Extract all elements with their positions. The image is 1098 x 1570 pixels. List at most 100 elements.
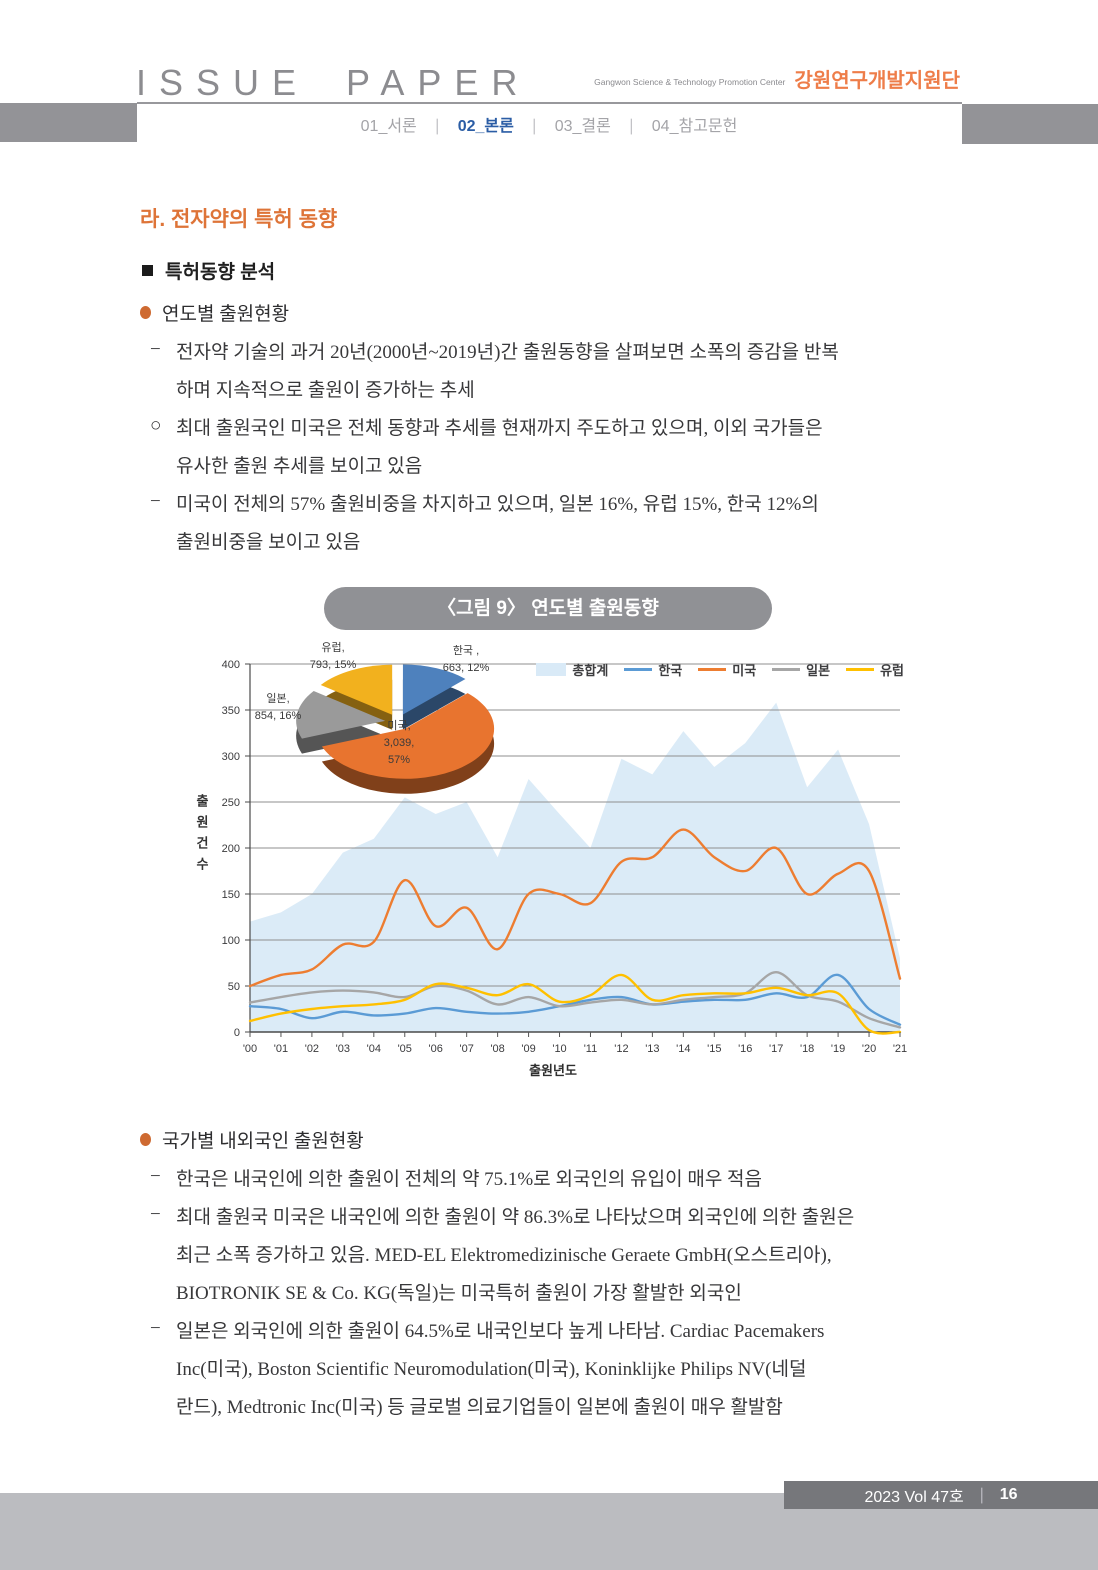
subsection-heading: 특허동향 분석: [142, 257, 275, 284]
svg-text:'17: '17: [769, 1043, 783, 1055]
svg-text:'11: '11: [584, 1043, 598, 1055]
line-text: 란드), Medtronic Inc(미국) 등 글로벌 의료기업들이 일본에 …: [176, 1396, 783, 1418]
figure-caption-pill: 〈그림 9〉 연도별 출원동향: [324, 587, 772, 630]
paragraph-yearly-trend: − 전자약 기술의 과거 20년(2000년~2019년)간 출원동향을 살펴보…: [150, 331, 1012, 559]
svg-text:'13: '13: [645, 1043, 659, 1055]
text-line: 하며 지속적으로 출원이 증가하는 추세: [150, 369, 1012, 407]
figure-caption: 〈그림 9〉 연도별 출원동향: [437, 598, 659, 619]
legend-label: 총합계: [572, 663, 609, 678]
nav-item-body: 02_본론: [457, 118, 514, 135]
circle-bullet-icon: [140, 1133, 151, 1146]
bullet-by-country: 국가별 내외국인 출원현황: [140, 1126, 364, 1153]
text-line: − 일본은 외국인에 의한 출원이 64.5%로 내국인보다 높게 나타남. C…: [150, 1310, 1012, 1348]
line-text: 전자약 기술의 과거 20년(2000년~2019년)간 출원동향을 살펴보면 …: [176, 341, 839, 363]
line-marker: −: [150, 491, 161, 512]
text-line: ○ 최대 출원국인 미국은 전체 동향과 추세를 현재까지 주도하고 있으며, …: [150, 407, 1012, 445]
header-rule: [137, 102, 962, 104]
line-text: 최대 출원국 미국은 내국인에 의한 출원이 약 86.3%로 나타났으며 외국…: [176, 1206, 855, 1228]
text-line: − 한국은 내국인에 의한 출원이 전체의 약 75.1%로 외국인의 유입이 …: [150, 1158, 1012, 1196]
header-right-bar: [962, 104, 1098, 144]
footer-page-number: 16: [999, 1486, 1018, 1503]
nav-separator: ∣: [627, 118, 636, 135]
svg-text:'15: '15: [707, 1043, 721, 1055]
line-text: BIOTRONIK SE & Co. KG(독일)는 미국특허 출원이 가장 활…: [176, 1282, 742, 1304]
section-title: 라. 전자약의 특허 동향: [140, 208, 338, 231]
pie-label-usa: 미국, 3,039, 57%: [383, 720, 415, 767]
legend-swatch: [846, 668, 875, 671]
trend-chart: 0 50 100 150 200 250 300 350 400 '00 '01 '02 '03 '04 '…: [188, 642, 918, 1121]
line-marker: −: [150, 1204, 161, 1225]
pie-label-japan: 일본, 854, 16%: [254, 693, 302, 723]
svg-text:'03: '03: [336, 1043, 350, 1055]
svg-text:'21: '21: [893, 1043, 907, 1055]
line-text: 일본은 외국인에 의한 출원이 64.5%로 내국인보다 높게 나타남. Car…: [176, 1320, 825, 1342]
footer-separator: ∣: [977, 1487, 986, 1504]
svg-text:350: 350: [222, 705, 240, 717]
legend-item-총합계: 총합계: [536, 660, 608, 679]
header-left-bar: [0, 103, 137, 142]
legend-item-일본: 일본: [772, 660, 830, 679]
bullet-label: 연도별 출원현황: [162, 304, 290, 325]
header-org: Gangwon Science & Technology Promotion C…: [594, 64, 960, 93]
svg-text:'10: '10: [552, 1043, 566, 1055]
line-text: 최대 출원국인 미국은 전체 동향과 추세를 현재까지 주도하고 있으며, 이외…: [176, 417, 823, 439]
text-line: 유사한 출원 추세를 보이고 있음: [150, 445, 1012, 483]
org-name-kr: 강원연구개발지원단: [794, 70, 960, 92]
legend-swatch: [772, 668, 801, 671]
svg-text:300: 300: [222, 751, 240, 763]
line-chart-svg: 0 50 100 150 200 250 300 350 400 '00 '01 '02 '03 '04 '…: [222, 659, 908, 1055]
svg-text:'20: '20: [862, 1043, 876, 1055]
svg-text:50: 50: [228, 981, 240, 993]
svg-text:'16: '16: [738, 1043, 752, 1055]
legend-label: 미국: [732, 663, 757, 678]
svg-text:'04: '04: [367, 1043, 381, 1055]
legend-swatch: [624, 668, 653, 671]
y-axis-title: 출원건수: [194, 794, 209, 878]
svg-text:'08: '08: [490, 1043, 504, 1055]
legend-item-한국: 한국: [624, 660, 682, 679]
square-bullet-icon: [142, 265, 153, 276]
text-line: 최근 소폭 증가하고 있음. MED-EL Elektromedizinisch…: [150, 1234, 1012, 1272]
legend-label: 한국: [658, 663, 683, 678]
org-name-en: Gangwon Science & Technology Promotion C…: [594, 77, 786, 87]
x-axis-title: 출원년도: [529, 1063, 577, 1078]
line-text: 미국이 전체의 57% 출원비중을 차지하고 있으며, 일본 16%, 유럽 1…: [176, 493, 819, 515]
svg-text:'00: '00: [243, 1043, 257, 1055]
line-text: 최근 소폭 증가하고 있음. MED-EL Elektromedizinisch…: [176, 1244, 832, 1266]
svg-text:'14: '14: [676, 1043, 690, 1055]
nav-separator: ∣: [433, 118, 442, 135]
svg-text:250: 250: [222, 797, 240, 809]
nav-separator: ∣: [530, 118, 539, 135]
legend-item-유럽: 유럽: [846, 660, 904, 679]
line-marker: −: [150, 339, 161, 360]
svg-text:'09: '09: [521, 1043, 535, 1055]
svg-text:'19: '19: [831, 1043, 845, 1055]
chapter-nav: 01_서론 ∣ 02_본론 ∣ 03_결론 ∣ 04_참고문헌: [0, 112, 1098, 136]
line-marker: −: [150, 1318, 161, 1339]
legend-label: 유럽: [880, 663, 904, 678]
text-line: − 전자약 기술의 과거 20년(2000년~2019년)간 출원동향을 살펴보…: [150, 331, 1012, 369]
pie-chart: 유럽, 793, 15% 한국 , 663, 12% 일본, 854, 16% …: [228, 634, 538, 809]
svg-text:150: 150: [222, 889, 240, 901]
line-marker: −: [150, 1166, 161, 1187]
svg-text:'05: '05: [398, 1043, 412, 1055]
bullet-label: 국가별 내외국인 출원현황: [162, 1131, 364, 1152]
text-line: 출원비중을 보이고 있음: [150, 521, 1012, 559]
line-text: 하며 지속적으로 출원이 증가하는 추세: [176, 379, 475, 401]
text-line: − 미국이 전체의 57% 출원비중을 차지하고 있으며, 일본 16%, 유럽…: [150, 483, 1012, 521]
footer-issue: 2023 Vol 47호: [864, 1489, 964, 1506]
text-line: BIOTRONIK SE & Co. KG(독일)는 미국특허 출원이 가장 활…: [150, 1272, 1012, 1310]
svg-text:'07: '07: [459, 1043, 473, 1055]
subsection-title: 특허동향 분석: [165, 262, 276, 283]
circle-bullet-icon: [140, 306, 151, 319]
svg-text:200: 200: [222, 843, 240, 855]
legend-swatch: [698, 668, 727, 671]
legend-label: 일본: [806, 663, 831, 678]
svg-text:'02: '02: [305, 1043, 319, 1055]
line-text: 출원비중을 보이고 있음: [176, 531, 361, 553]
legend-swatch: [536, 663, 567, 676]
svg-text:'12: '12: [614, 1043, 628, 1055]
text-line: − 최대 출원국 미국은 내국인에 의한 출원이 약 86.3%로 나타났으며 …: [150, 1196, 1012, 1234]
svg-text:100: 100: [222, 935, 240, 947]
